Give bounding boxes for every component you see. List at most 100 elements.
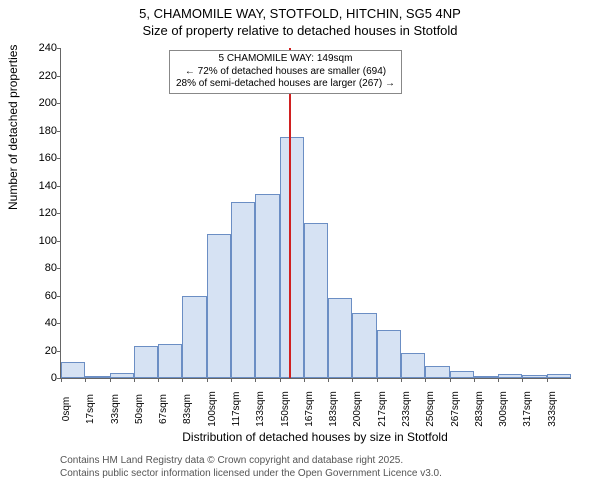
y-tick-label: 160 <box>27 152 57 164</box>
x-tick-label: 117sqm <box>231 392 242 427</box>
chart-container: 5, CHAMOMILE WAY, STOTFOLD, HITCHIN, SG5… <box>0 0 600 500</box>
y-tick-mark <box>57 103 61 104</box>
y-tick-label: 140 <box>27 180 57 192</box>
x-tick-label: 150sqm <box>280 391 291 427</box>
y-tick-label: 60 <box>27 290 57 302</box>
histogram-bar <box>182 296 206 379</box>
x-tick-label: 217sqm <box>377 391 388 427</box>
x-tick-mark <box>110 378 111 382</box>
x-tick-label: 100sqm <box>207 391 218 427</box>
x-tick-label: 0sqm <box>61 397 72 421</box>
x-tick-label: 317sqm <box>522 391 533 427</box>
x-tick-label: 183sqm <box>328 391 339 427</box>
x-tick-mark <box>377 378 378 382</box>
histogram-bar <box>547 374 571 378</box>
y-axis-label: Number of detached properties <box>6 45 20 210</box>
y-tick-label: 0 <box>27 372 57 384</box>
x-tick-label: 17sqm <box>85 394 96 424</box>
x-tick-mark <box>207 378 208 382</box>
x-tick-label: 233sqm <box>401 391 412 427</box>
x-tick-label: 250sqm <box>425 391 436 427</box>
x-tick-label: 133sqm <box>255 391 266 427</box>
x-tick-mark <box>255 378 256 382</box>
x-tick-mark <box>498 378 499 382</box>
histogram-bar <box>425 366 449 378</box>
y-tick-label: 180 <box>27 125 57 137</box>
x-tick-mark <box>61 378 62 382</box>
x-tick-mark <box>85 378 86 382</box>
x-tick-mark <box>328 378 329 382</box>
x-tick-label: 300sqm <box>498 391 509 427</box>
y-tick-label: 40 <box>27 317 57 329</box>
x-tick-label: 200sqm <box>352 391 363 427</box>
histogram-bar <box>450 371 474 378</box>
footer-attribution: Contains HM Land Registry data © Crown c… <box>60 454 442 480</box>
x-tick-label: 83sqm <box>182 394 193 424</box>
footer-line-1: Contains HM Land Registry data © Crown c… <box>60 454 442 467</box>
x-tick-mark <box>182 378 183 382</box>
histogram-bar <box>304 223 328 378</box>
histogram-bar <box>110 373 134 379</box>
x-tick-label: 167sqm <box>304 391 315 427</box>
histogram-bar <box>85 376 109 378</box>
x-tick-mark <box>352 378 353 382</box>
y-tick-mark <box>57 323 61 324</box>
x-tick-mark <box>522 378 523 382</box>
y-tick-mark <box>57 241 61 242</box>
histogram-bar <box>134 346 158 378</box>
marker-line <box>289 48 291 378</box>
histogram-bar <box>280 137 304 378</box>
x-tick-mark <box>304 378 305 382</box>
footer-line-2: Contains public sector information licen… <box>60 467 442 480</box>
x-tick-mark <box>280 378 281 382</box>
y-tick-label: 80 <box>27 262 57 274</box>
x-tick-mark <box>450 378 451 382</box>
y-tick-mark <box>57 213 61 214</box>
x-tick-label: 283sqm <box>474 391 485 427</box>
x-tick-label: 50sqm <box>134 394 145 424</box>
x-tick-label: 33sqm <box>110 394 121 424</box>
y-tick-mark <box>57 76 61 77</box>
histogram-bar <box>231 202 255 378</box>
y-tick-mark <box>57 186 61 187</box>
y-tick-label: 20 <box>27 345 57 357</box>
annotation-line2: ← 72% of detached houses are smaller (69… <box>176 66 395 79</box>
x-tick-mark <box>547 378 548 382</box>
x-tick-mark <box>134 378 135 382</box>
plot-area: 0204060801001201401601802002202400sqm17s… <box>60 48 571 379</box>
histogram-bar <box>61 362 85 379</box>
y-tick-mark <box>57 131 61 132</box>
histogram-bar <box>401 353 425 378</box>
x-tick-mark <box>158 378 159 382</box>
y-tick-label: 120 <box>27 207 57 219</box>
histogram-bar <box>328 298 352 378</box>
y-tick-label: 240 <box>27 42 57 54</box>
histogram-bar <box>207 234 231 378</box>
annotation-line3: 28% of semi-detached houses are larger (… <box>176 78 395 91</box>
histogram-bar <box>158 344 182 378</box>
x-axis-label: Distribution of detached houses by size … <box>60 430 570 444</box>
histogram-bar <box>352 313 376 378</box>
x-tick-label: 67sqm <box>158 394 169 424</box>
histogram-bar <box>522 375 546 378</box>
x-tick-mark <box>401 378 402 382</box>
title-line-2: Size of property relative to detached ho… <box>0 23 600 40</box>
x-tick-label: 333sqm <box>547 391 558 427</box>
x-tick-mark <box>425 378 426 382</box>
x-tick-mark <box>231 378 232 382</box>
histogram-bar <box>474 376 498 378</box>
x-tick-mark <box>474 378 475 382</box>
annotation-line1: 5 CHAMOMILE WAY: 149sqm <box>176 53 395 66</box>
y-tick-label: 100 <box>27 235 57 247</box>
annotation-box: 5 CHAMOMILE WAY: 149sqm← 72% of detached… <box>169 50 402 94</box>
chart-title: 5, CHAMOMILE WAY, STOTFOLD, HITCHIN, SG5… <box>0 0 600 40</box>
histogram-bar <box>377 330 401 378</box>
histogram-bar <box>498 374 522 378</box>
x-tick-label: 267sqm <box>450 391 461 427</box>
y-tick-mark <box>57 158 61 159</box>
y-tick-mark <box>57 351 61 352</box>
title-line-1: 5, CHAMOMILE WAY, STOTFOLD, HITCHIN, SG5… <box>0 6 600 23</box>
y-tick-mark <box>57 268 61 269</box>
y-tick-label: 220 <box>27 70 57 82</box>
y-tick-mark <box>57 296 61 297</box>
